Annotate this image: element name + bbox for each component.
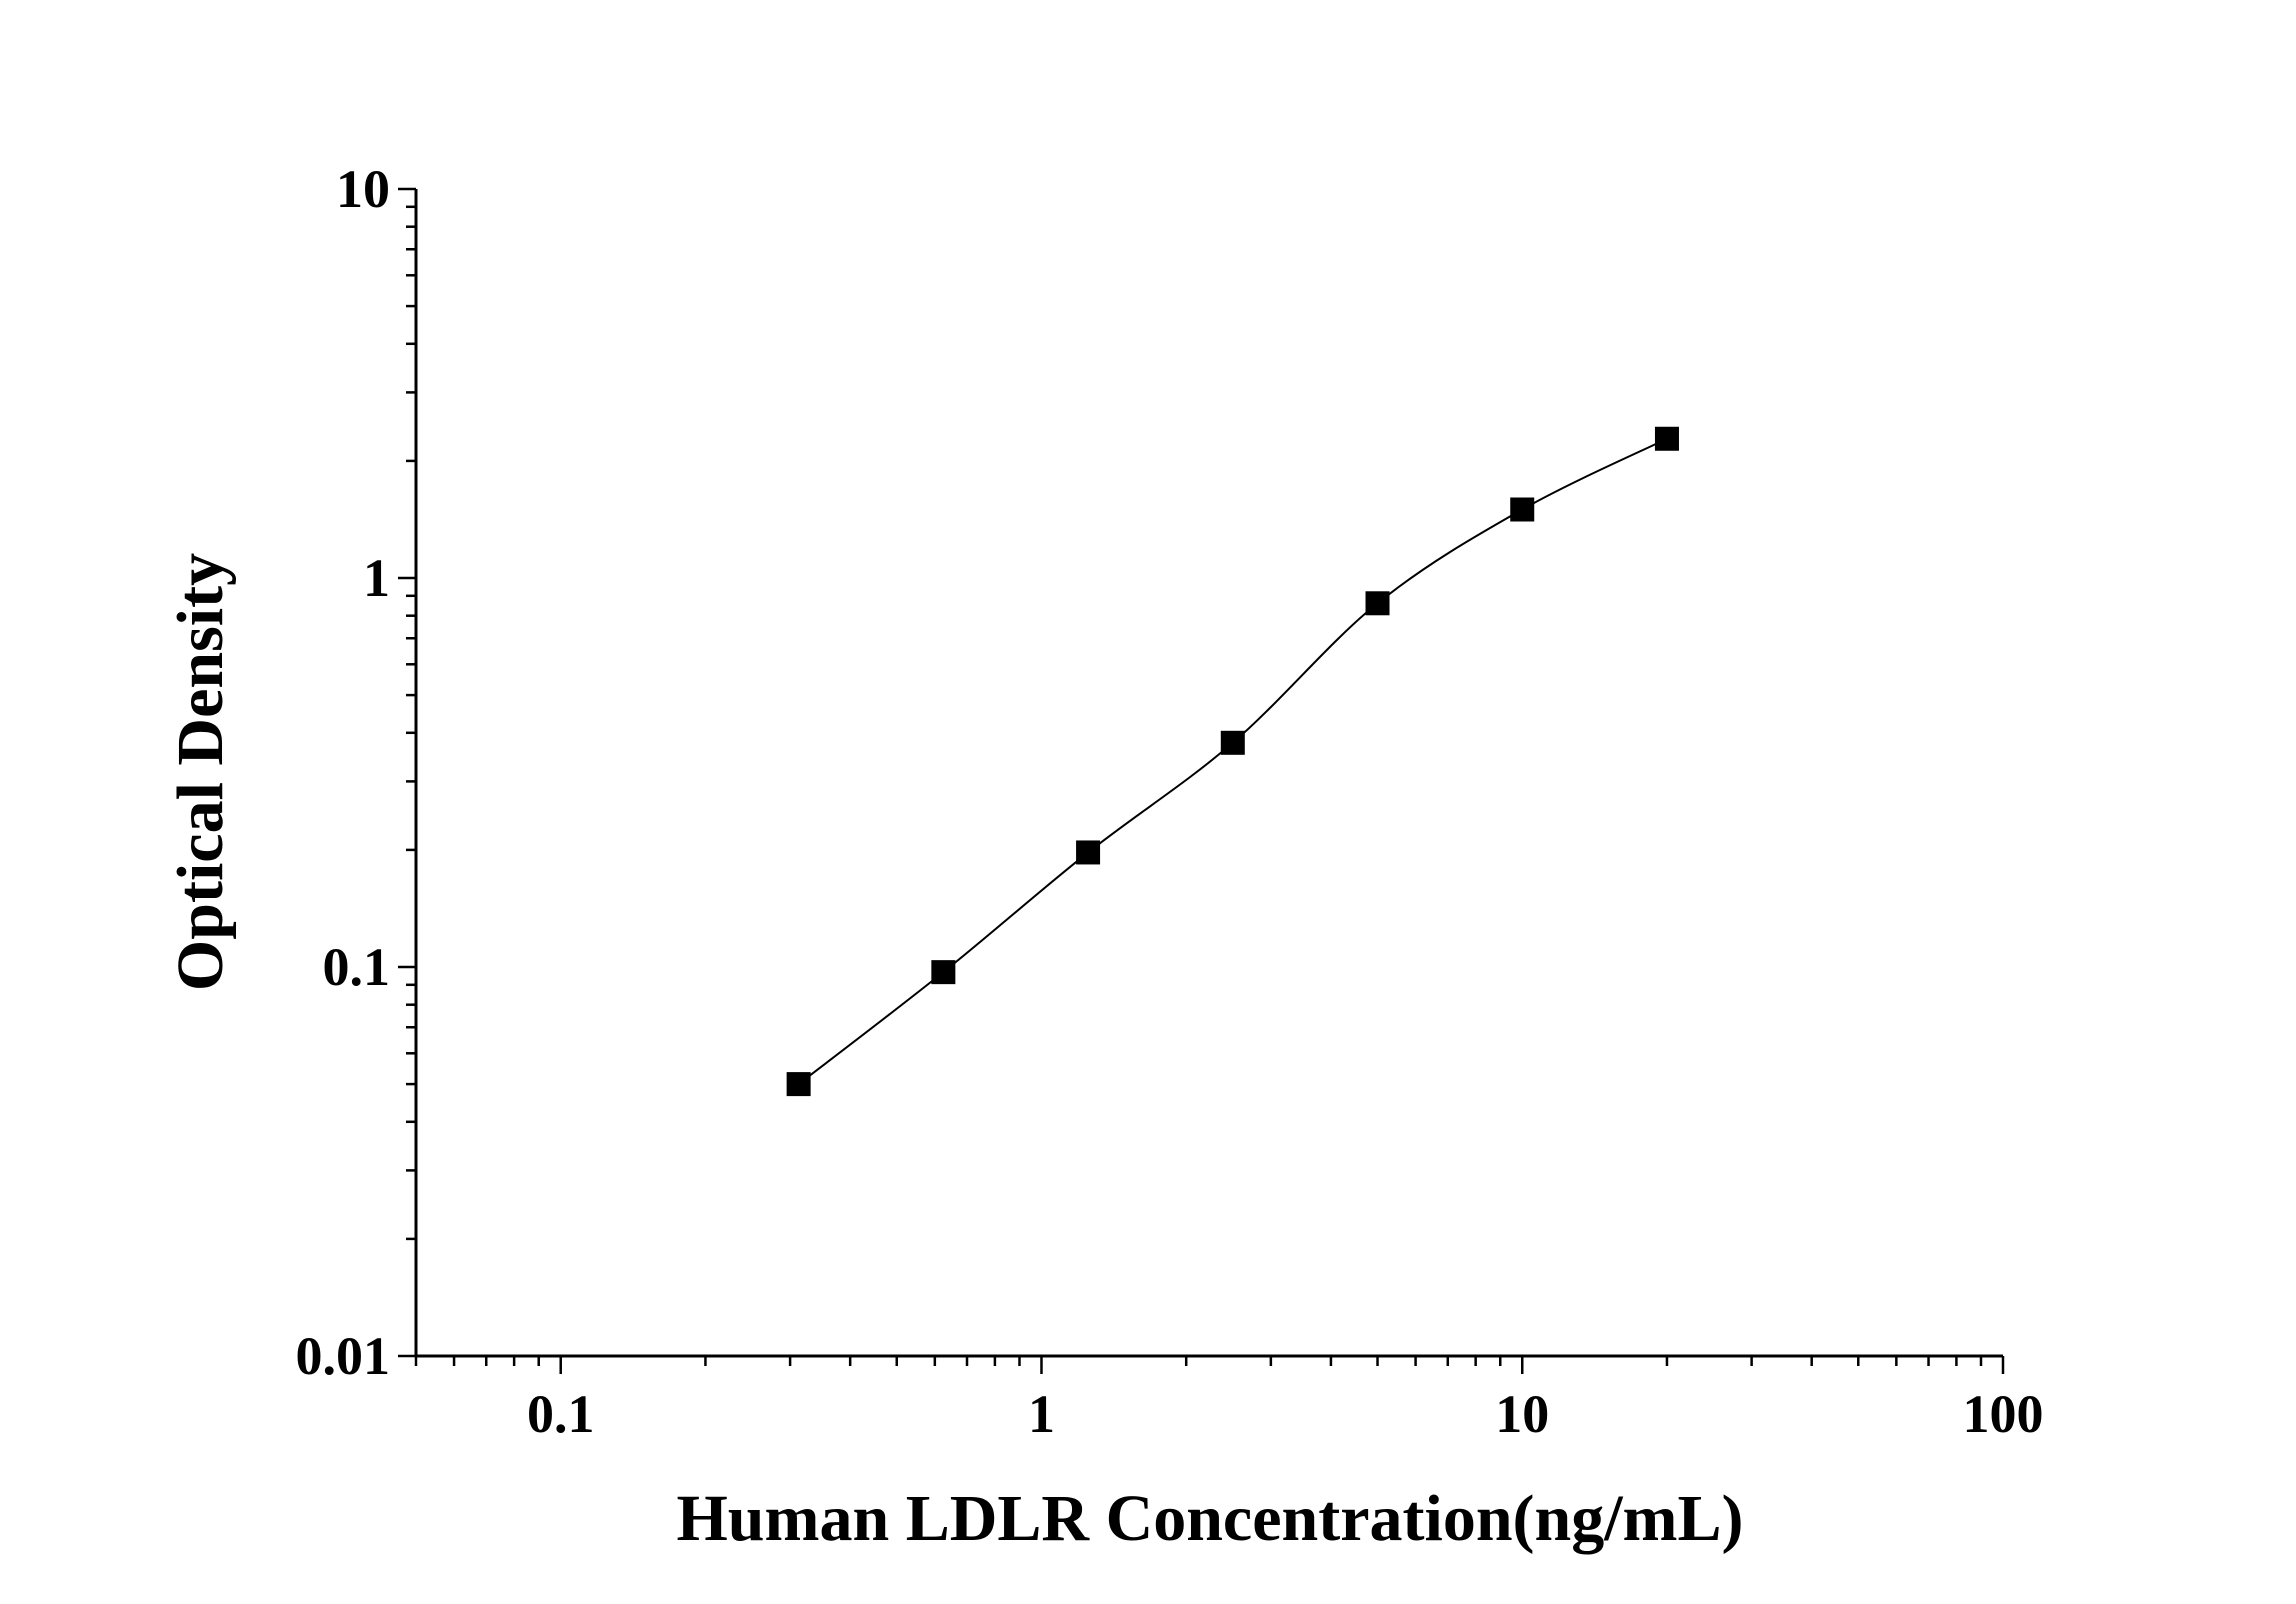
data-point xyxy=(1510,497,1535,522)
y-tick-label: 10 xyxy=(336,159,390,219)
x-tick-label: 0.1 xyxy=(527,1384,595,1444)
data-marks xyxy=(786,426,1679,1097)
x-tick-label: 1 xyxy=(1028,1384,1055,1444)
data-point xyxy=(1220,730,1245,755)
data-point xyxy=(786,1072,811,1097)
x-axis-label: Human LDLR Concentration(ng/mL) xyxy=(676,1482,1743,1555)
data-point xyxy=(1076,840,1101,865)
data-point xyxy=(1654,426,1679,451)
x-tick-label: 10 xyxy=(1495,1384,1549,1444)
y-axis-label: Optical Density xyxy=(164,553,237,991)
y-tick-label: 1 xyxy=(363,548,390,608)
y-tick-label: 0.01 xyxy=(296,1326,391,1386)
axes xyxy=(414,189,2003,1358)
data-point xyxy=(1365,591,1390,616)
x-tick-label: 100 xyxy=(1963,1384,2044,1444)
data-point xyxy=(931,960,956,985)
fit-curve xyxy=(798,437,1668,1085)
y-tick-label: 0.1 xyxy=(323,937,391,997)
ticks: 0.1 1 10 100 0.01 0.1 1 10 xyxy=(296,159,2044,1444)
